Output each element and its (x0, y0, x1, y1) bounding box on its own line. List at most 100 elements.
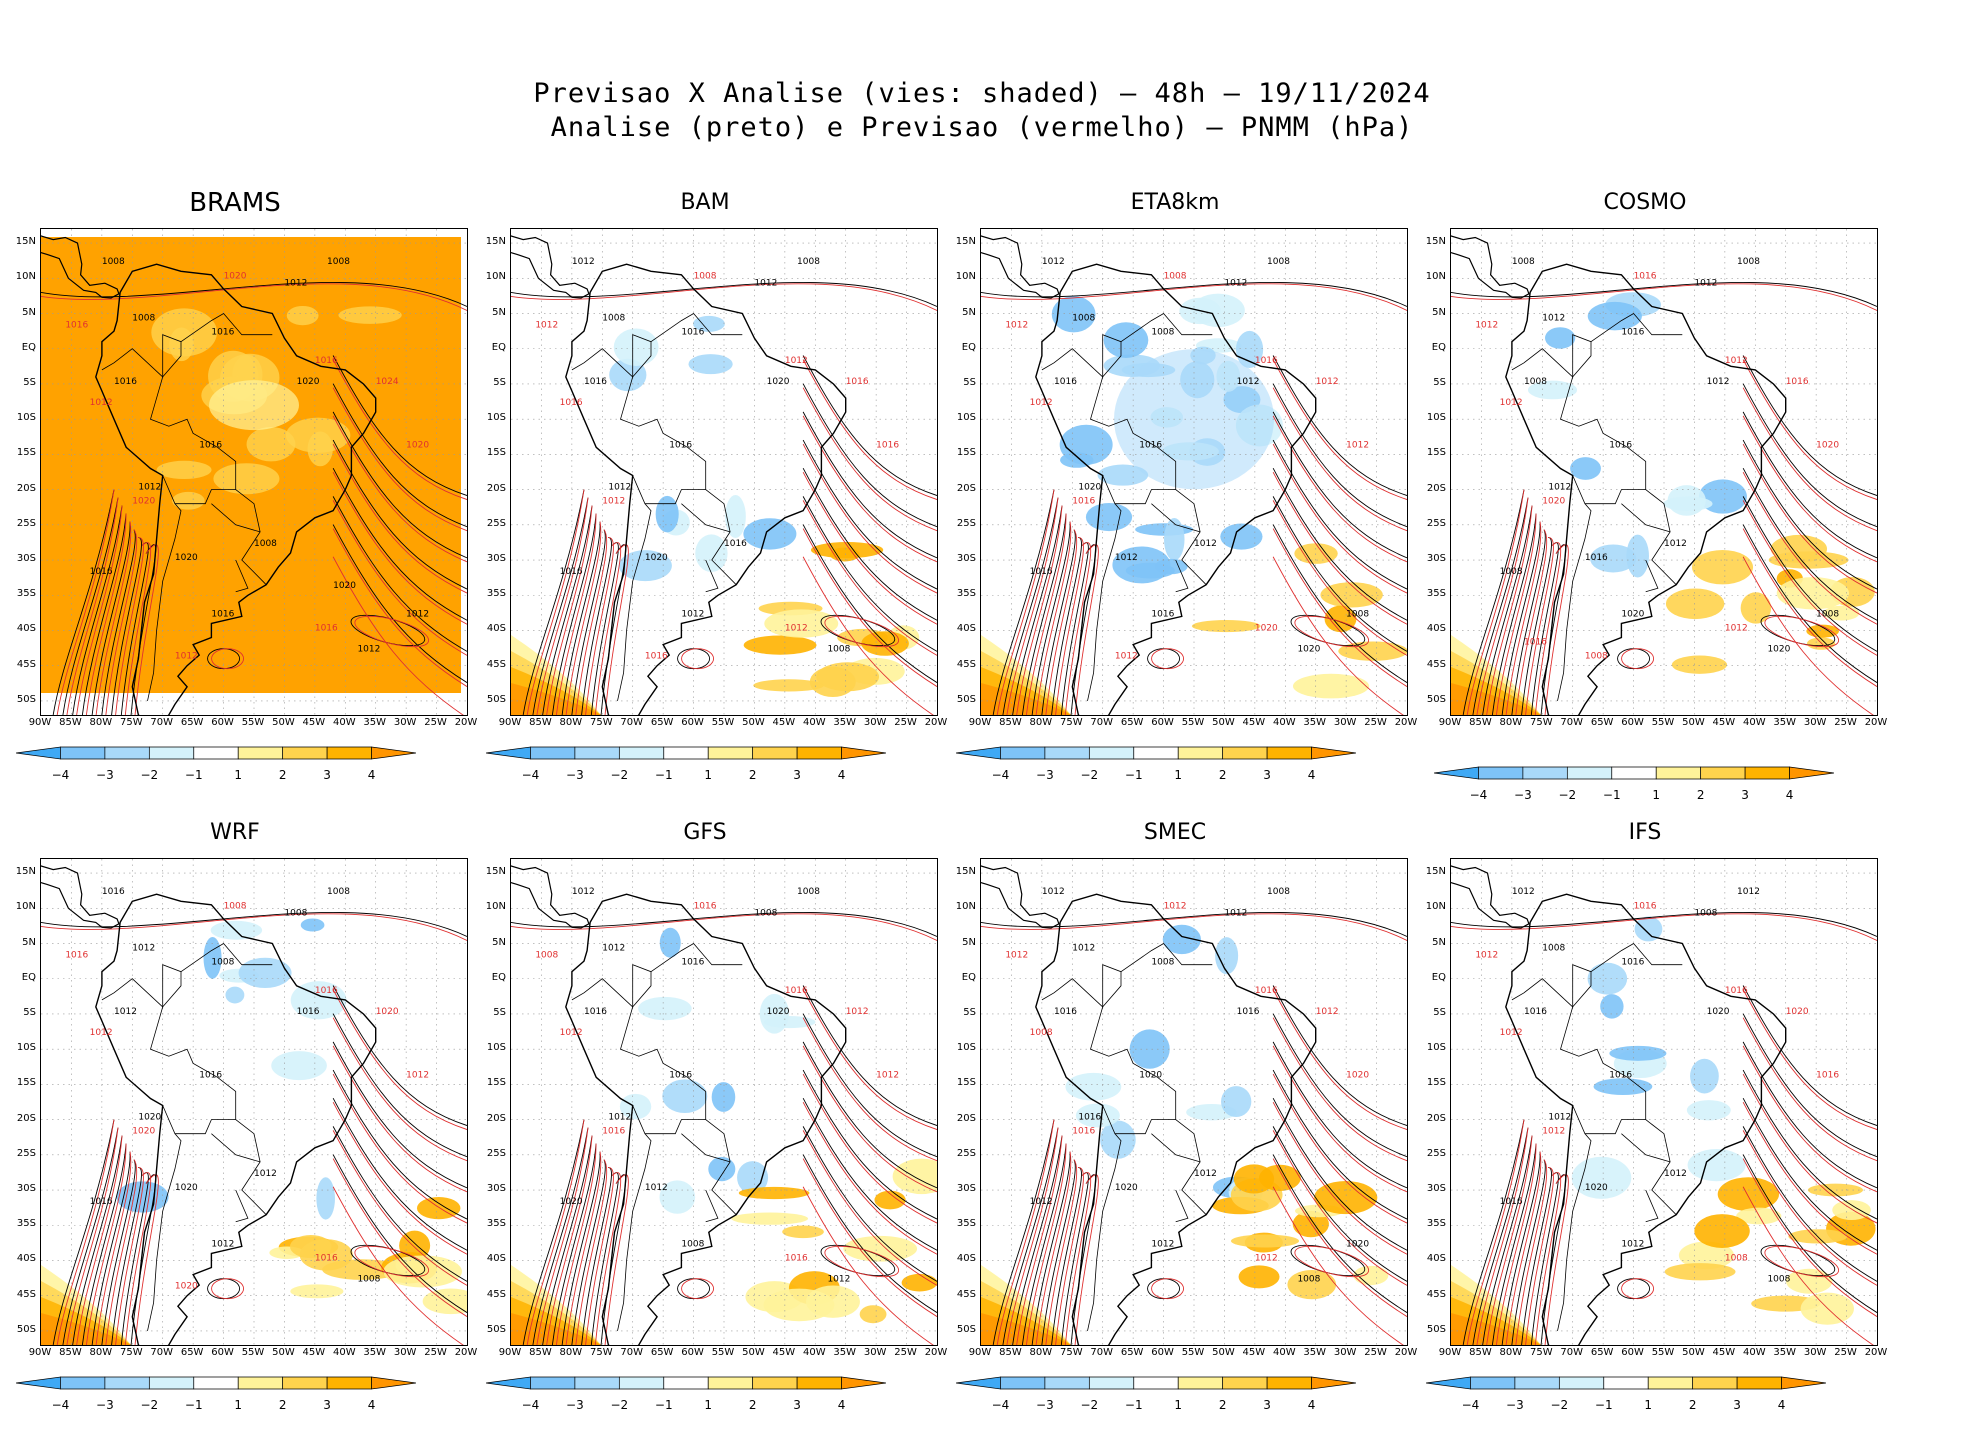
isobar (802, 496, 937, 652)
isobar (1451, 283, 1877, 311)
isobar (1272, 1130, 1407, 1286)
longitude-label: 45W (1242, 1347, 1266, 1358)
isobar (1540, 1174, 1567, 1345)
isobar-label: 1012 (645, 1183, 668, 1193)
colorbar-label: −3 (566, 1398, 584, 1412)
isobar-label: 1012 (1475, 951, 1498, 961)
isobar-label: 1008 (1072, 314, 1095, 324)
isobar (1002, 1127, 1059, 1345)
central-america-coastline (981, 235, 1060, 299)
isobar (802, 1045, 937, 1193)
isobar-label: 1016 (1237, 1007, 1260, 1017)
isobar (981, 283, 1407, 311)
latitude-label: 50S (956, 693, 976, 705)
isobar (604, 1174, 629, 1345)
longitude-label: 80W (1029, 717, 1053, 728)
isobar (1272, 989, 1407, 1130)
isobar-label: 1016 (315, 1253, 338, 1263)
isobar-label: 1016 (560, 398, 583, 408)
isobar-label: 1012 (1194, 539, 1217, 549)
longitude-label: 55W (241, 717, 265, 728)
isobar-label: 1024 (376, 377, 399, 387)
isobar-label: 1016 (1151, 609, 1174, 619)
isobar-label: 1012 (602, 497, 625, 507)
colorbar-swatch (574, 746, 620, 760)
isobar-label: 1016 (876, 440, 899, 450)
isobar (62, 1127, 119, 1345)
bias-blob (859, 1305, 887, 1324)
isobar (1482, 1135, 1533, 1345)
longitude-label: 55W (711, 1347, 735, 1358)
latitude-label: 50S (16, 1323, 36, 1335)
isobar (66, 1127, 119, 1345)
bias-blob (1609, 1045, 1667, 1061)
bias-blob (1294, 543, 1338, 564)
colorbar-label: −1 (1124, 768, 1143, 782)
longitude-label: 45W (1712, 1347, 1736, 1358)
isobar-label: 1020 (376, 1007, 399, 1017)
isobar (332, 387, 467, 532)
latitude-label: 15S (1426, 1077, 1446, 1089)
colorbar-label: 3 (1741, 788, 1749, 802)
isobar (1742, 472, 1877, 625)
isobar-label: 1012 (681, 609, 704, 619)
analysis-isobars (41, 912, 467, 1345)
longitude-label: 40W (802, 717, 826, 728)
isobar-label: 1020 (767, 377, 790, 387)
isobar-label: 1008 (1164, 271, 1187, 281)
latitude-label: 50S (486, 1323, 506, 1335)
isobar (56, 489, 115, 715)
longitude-label: 35W (363, 1347, 387, 1358)
isobar-label: 1020 (132, 1127, 155, 1137)
isobar (1742, 1045, 1877, 1193)
isobar (511, 283, 937, 311)
country-border (1511, 964, 1592, 1008)
longitude-label: 85W (59, 717, 82, 728)
isobar (585, 1167, 614, 1345)
isobar (1294, 615, 1370, 648)
isobar (105, 1159, 138, 1345)
isobar (1272, 1073, 1407, 1224)
longitude-label: 20W (1864, 1347, 1888, 1358)
isobar-label: 1012 (1725, 356, 1748, 366)
latitude-label: 40S (486, 623, 506, 635)
colorbar-swatch (1470, 1376, 1516, 1390)
colorbar-label: 4 (837, 768, 846, 782)
isobar-label: 1020 (1585, 1183, 1608, 1193)
bias-blob (613, 328, 659, 366)
isobar (1511, 1159, 1546, 1345)
country-border (174, 1119, 236, 1135)
latitude-label: 40S (956, 1253, 976, 1265)
country-border (1120, 312, 1213, 343)
isobar-label: 1008 (754, 908, 777, 918)
bias-blob (1589, 544, 1637, 573)
bias-blob (286, 305, 319, 326)
colorbar-label: −4 (51, 768, 70, 782)
colorbar-label: 2 (748, 768, 757, 782)
bias-blob (659, 927, 681, 958)
isobar (332, 472, 467, 625)
colorbar-swatch (1222, 746, 1268, 760)
colorbar-swatch (1000, 746, 1046, 760)
bias-blob (725, 495, 746, 539)
colorbar-swatch (1088, 746, 1135, 760)
isobar-label: 1016 (1725, 986, 1748, 996)
isobar (211, 648, 245, 670)
country-border (101, 334, 182, 378)
isobar (1544, 544, 1569, 715)
isobar (1534, 1172, 1562, 1345)
isobar-label: 1016 (315, 986, 338, 996)
colorbar-label: −2 (1080, 1398, 1099, 1412)
isobar-label: 1016 (199, 440, 222, 450)
isobar (62, 497, 119, 715)
isobar (1272, 1126, 1407, 1282)
isobar (511, 912, 937, 937)
bias-blob (1162, 924, 1201, 955)
isobar (594, 542, 622, 715)
colorbar-label: 1 (1652, 788, 1661, 802)
latitude-label: 5S (1433, 376, 1446, 388)
map-frame: 1008 1008 1012 1008 1016 1016 1020 1016 1012 1016… (40, 228, 468, 716)
colorbar: −4 −3 −2 −1 1 2 3 4 (16, 746, 416, 782)
latitude-label: 10N (15, 901, 36, 913)
isobar-label: 1016 (90, 567, 113, 577)
